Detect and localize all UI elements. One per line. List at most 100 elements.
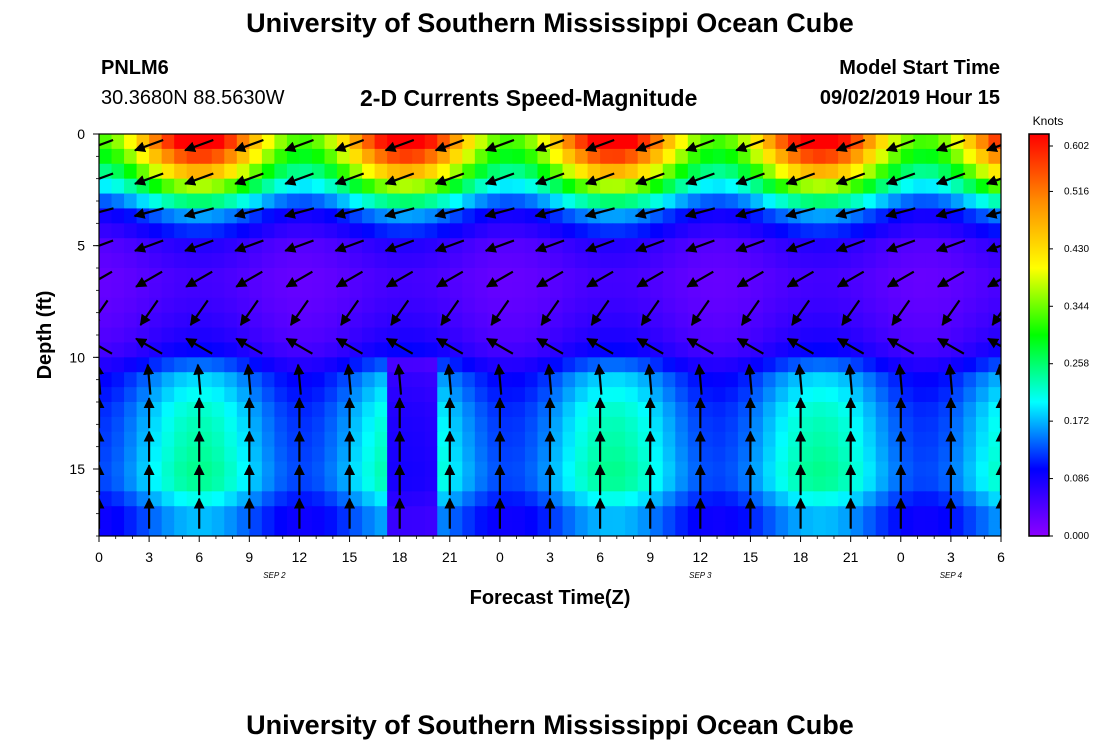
heat-cell bbox=[975, 446, 990, 463]
heat-cell bbox=[362, 193, 376, 210]
heat-cell bbox=[975, 506, 990, 522]
heat-cell bbox=[687, 506, 701, 522]
heat-cell bbox=[249, 461, 263, 478]
current-arrow bbox=[891, 299, 911, 326]
heat-cell bbox=[900, 372, 914, 388]
heat-cell bbox=[261, 372, 275, 388]
heat-cell bbox=[99, 461, 113, 478]
heat-cell bbox=[863, 491, 877, 507]
heat-cell bbox=[900, 506, 914, 522]
heat-cell bbox=[111, 506, 125, 522]
heat-cell bbox=[800, 461, 814, 478]
heat-cell bbox=[124, 431, 138, 448]
heat-cell bbox=[349, 312, 363, 329]
heat-cell bbox=[662, 327, 676, 344]
heat-cell bbox=[424, 416, 438, 433]
heat-cell bbox=[575, 327, 589, 344]
heat-cell bbox=[161, 238, 175, 254]
current-arrow bbox=[835, 207, 866, 219]
heat-cell bbox=[687, 372, 701, 388]
heat-cell bbox=[637, 372, 651, 388]
heat-cell bbox=[399, 491, 413, 507]
heat-cell bbox=[938, 148, 952, 165]
heat-cell bbox=[186, 223, 200, 239]
heat-cell bbox=[612, 357, 626, 373]
heat-cell bbox=[925, 521, 939, 536]
heat-cell bbox=[813, 416, 827, 433]
heat-cell bbox=[737, 476, 752, 492]
heat-cell bbox=[174, 342, 188, 358]
heat-cell bbox=[362, 387, 376, 403]
heat-cell bbox=[537, 431, 551, 448]
heat-cell bbox=[236, 521, 250, 536]
heat-cell bbox=[362, 342, 376, 358]
heat-cell bbox=[412, 134, 426, 150]
heat-cell bbox=[224, 253, 238, 269]
heat-cell bbox=[863, 178, 877, 195]
heat-cell bbox=[963, 476, 977, 492]
heat-cell bbox=[161, 506, 175, 522]
heat-cell bbox=[612, 446, 626, 463]
heat-cell bbox=[487, 387, 501, 403]
heat-cell bbox=[650, 387, 664, 403]
current-arrow bbox=[684, 207, 716, 219]
heat-cell bbox=[813, 521, 827, 536]
heat-cell bbox=[224, 491, 238, 507]
heat-cell bbox=[424, 282, 438, 299]
heat-cell bbox=[737, 446, 752, 463]
heat-cell bbox=[625, 476, 639, 492]
heat-cell bbox=[424, 506, 438, 522]
heat-cell bbox=[975, 223, 990, 239]
heat-cell bbox=[374, 476, 388, 492]
heat-cell bbox=[111, 327, 125, 344]
heat-cell bbox=[813, 208, 827, 224]
heat-cell bbox=[437, 223, 451, 239]
heat-cell bbox=[963, 416, 977, 433]
heat-cell bbox=[737, 253, 752, 269]
heat-cell bbox=[712, 461, 726, 478]
heat-cell bbox=[550, 193, 564, 210]
heat-cell bbox=[261, 134, 275, 150]
heat-cell bbox=[775, 342, 789, 358]
heat-cell bbox=[625, 238, 639, 254]
heat-cell bbox=[161, 282, 175, 299]
heat-cell bbox=[825, 253, 839, 269]
current-arrow bbox=[536, 270, 564, 288]
heat-cell bbox=[399, 372, 413, 388]
heat-cell bbox=[587, 506, 601, 522]
current-arrow bbox=[440, 299, 460, 326]
heat-cell bbox=[925, 476, 939, 492]
heat-cell bbox=[199, 327, 213, 344]
heat-cell bbox=[474, 268, 488, 284]
heat-cell bbox=[750, 476, 764, 492]
heat-cell bbox=[236, 193, 250, 210]
heat-cell bbox=[512, 521, 526, 536]
heat-cell bbox=[487, 163, 501, 180]
heat-cell bbox=[499, 178, 514, 195]
heat-cell bbox=[124, 387, 138, 403]
current-arrow bbox=[636, 337, 664, 355]
x-tick-label: 3 bbox=[546, 549, 554, 565]
heat-cell bbox=[975, 342, 990, 358]
heat-cell bbox=[737, 372, 752, 388]
heat-cell bbox=[712, 416, 726, 433]
heat-cell bbox=[161, 431, 175, 448]
heat-cell bbox=[337, 193, 351, 210]
heat-cell bbox=[136, 208, 150, 224]
heat-cell bbox=[938, 253, 952, 269]
heat-cell bbox=[412, 402, 426, 418]
heat-cell bbox=[587, 461, 601, 478]
heat-cell bbox=[412, 238, 426, 254]
heat-cell bbox=[650, 312, 664, 329]
heat-cell bbox=[449, 312, 463, 329]
heat-cell bbox=[537, 387, 551, 403]
heat-cell bbox=[963, 521, 977, 536]
heat-cell bbox=[311, 431, 326, 448]
heat-cell bbox=[537, 521, 551, 536]
heat-cell bbox=[800, 253, 814, 269]
heat-cell bbox=[863, 402, 877, 418]
heat-cell bbox=[474, 223, 488, 239]
heat-cell bbox=[149, 223, 163, 239]
heat-cell bbox=[337, 416, 351, 433]
heat-cell bbox=[99, 193, 113, 210]
